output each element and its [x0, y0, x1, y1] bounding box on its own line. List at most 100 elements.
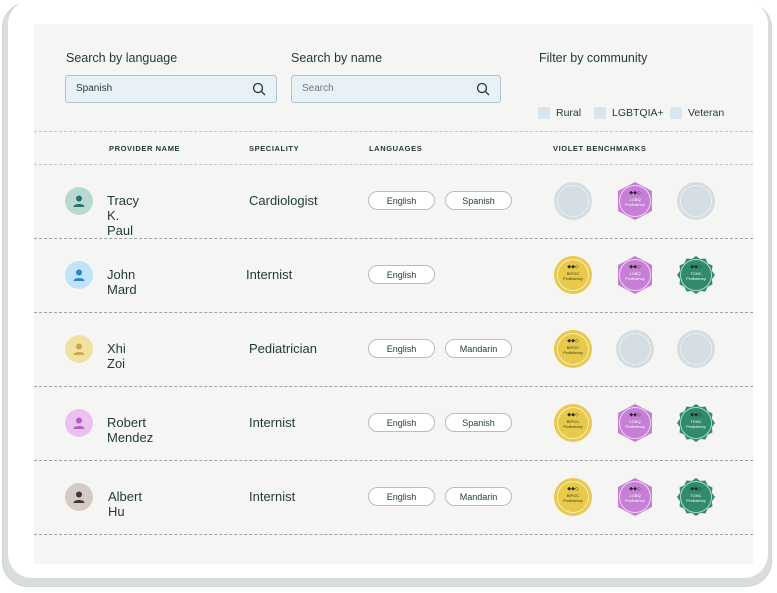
svg-text:◆◆◇: ◆◆◇: [690, 486, 702, 492]
provider-name[interactable]: Albert Hu: [108, 489, 142, 519]
provider-name[interactable]: Xhi Zoi: [107, 341, 126, 371]
badge-label: TGNC: [690, 493, 701, 498]
language-tag[interactable]: English: [368, 265, 435, 284]
badge-label: Proficiency: [563, 498, 583, 503]
badge-label: Proficiency: [625, 424, 645, 429]
svg-text:◆◆◇: ◆◆◇: [629, 486, 641, 492]
badge-label: TGNC: [690, 419, 701, 424]
veteran-checkbox[interactable]: [670, 107, 682, 119]
avatar: [65, 409, 93, 437]
badge-label: Proficiency: [686, 276, 706, 281]
badge-label: LGBQ: [629, 197, 640, 202]
search-language-field[interactable]: [65, 75, 277, 103]
search-icon[interactable]: [476, 82, 490, 96]
row-divider: [34, 312, 753, 313]
language-tag[interactable]: English: [368, 339, 435, 358]
person-icon: [73, 195, 85, 207]
badge-label: BIPOC: [567, 493, 580, 498]
rural-checkbox[interactable]: [538, 107, 550, 119]
badge-label: Proficiency: [686, 424, 706, 429]
divider: [34, 164, 753, 165]
badge-label: Proficiency: [563, 424, 583, 429]
badge-label: BIPOC: [567, 345, 580, 350]
row-divider: [34, 386, 753, 387]
divider: [34, 131, 753, 132]
row-divider: [34, 238, 753, 239]
language-tag[interactable]: Spanish: [445, 413, 512, 432]
empty-benchmark-badge[interactable]: [615, 329, 655, 369]
language-tag[interactable]: Mandarin: [445, 487, 512, 506]
filter-option-rural[interactable]: Rural: [538, 107, 581, 119]
provider-name[interactable]: Tracy K. Paul: [107, 193, 140, 238]
badge-label: Proficiency: [563, 350, 583, 355]
badge-label: Proficiency: [563, 276, 583, 281]
badge-label: LGBQ: [629, 493, 640, 498]
badge-label: Proficiency: [625, 498, 645, 503]
provider-speciality: Internist: [249, 415, 296, 430]
filter-option-lgbtqia[interactable]: LGBTQIA+: [594, 107, 664, 119]
language-tag[interactable]: Mandarin: [445, 339, 512, 358]
provider-name[interactable]: John Mard: [107, 267, 137, 297]
avatar: [65, 483, 93, 511]
language-tag[interactable]: English: [368, 413, 435, 432]
provider-speciality: Pediatrician: [249, 341, 317, 356]
language-tag[interactable]: English: [368, 487, 435, 506]
search-name-input[interactable]: [302, 83, 472, 94]
badge-label: Proficiency: [625, 202, 645, 207]
search-language-label: Search by language: [66, 51, 178, 65]
svg-text:◆◆◇: ◆◆◇: [690, 264, 702, 270]
svg-text:◆◆◇: ◆◆◇: [629, 190, 641, 196]
svg-text:◆◆◇: ◆◆◇: [567, 338, 579, 344]
provider-speciality: Internist: [249, 489, 296, 504]
avatar: [65, 335, 93, 363]
empty-benchmark-badge[interactable]: [676, 181, 716, 221]
avatar: [65, 187, 93, 215]
person-icon: [73, 269, 85, 281]
lgbtqia-checkbox[interactable]: [594, 107, 606, 119]
svg-text:◆◆◇: ◆◆◇: [567, 264, 579, 270]
badge-label: BIPOC: [567, 271, 580, 276]
filter-option-label: Rural: [556, 107, 582, 119]
column-header-speciality: SPECIALITY: [249, 144, 300, 153]
search-name-field[interactable]: [291, 75, 501, 103]
language-tag[interactable]: English: [368, 191, 435, 210]
avatar: [65, 261, 93, 289]
badge-label: BIPOC: [567, 419, 580, 424]
badge-label: Proficiency: [686, 498, 706, 503]
person-icon: [73, 343, 85, 355]
provider-name[interactable]: Robert Mendez: [107, 415, 154, 445]
search-name-label: Search by name: [291, 51, 383, 65]
badge-label: LGBQ: [629, 419, 640, 424]
provider-speciality: Internist: [246, 267, 293, 282]
empty-benchmark-badge[interactable]: [553, 181, 593, 221]
provider-speciality: Cardiologist: [249, 193, 318, 208]
search-language-input[interactable]: [76, 83, 246, 94]
badge-label: TGNC: [690, 271, 701, 276]
badge-label: Proficiency: [625, 276, 645, 281]
filter-community-label: Filter by community: [539, 51, 648, 65]
svg-text:◆◆◇: ◆◆◇: [567, 486, 579, 492]
language-tag[interactable]: Spanish: [445, 191, 512, 210]
badge-label: LGBQ: [629, 271, 640, 276]
filter-option-label: Veteran: [688, 107, 725, 119]
person-icon: [73, 417, 85, 429]
svg-text:◆◆◇: ◆◆◇: [629, 412, 641, 418]
filter-option-label: LGBTQIA+: [612, 107, 664, 119]
search-icon[interactable]: [252, 82, 266, 96]
filter-option-veteran[interactable]: Veteran: [670, 107, 724, 119]
person-icon: [73, 491, 85, 503]
empty-benchmark-badge[interactable]: [676, 329, 716, 369]
svg-text:◆◆◇: ◆◆◇: [690, 412, 702, 418]
row-divider: [34, 460, 753, 461]
